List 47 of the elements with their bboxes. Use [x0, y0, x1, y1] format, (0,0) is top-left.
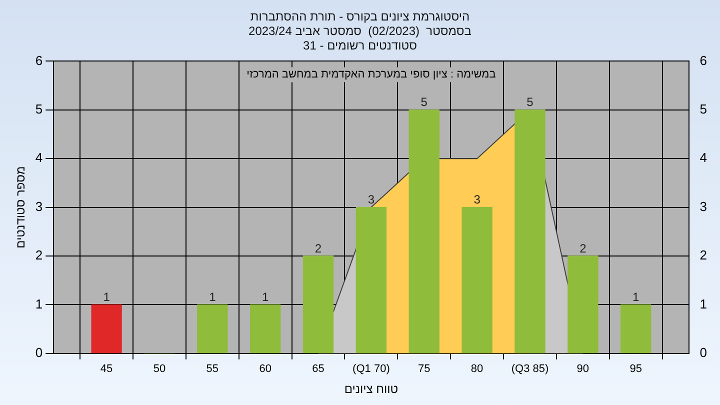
x-tick-label: 45 [100, 363, 113, 376]
data-label: 2 [314, 241, 322, 256]
data-label: 3 [368, 192, 375, 207]
y-tick-label: 1 [35, 296, 43, 312]
x-tick-label: 50 [153, 363, 166, 376]
x-tick-label: 80 [470, 363, 484, 376]
chart-title: היסטוגרמת ציונים בקורס - תורת ההסתברות [250, 10, 470, 24]
data-label: 1 [209, 290, 216, 304]
x-tick-label: 90 [576, 363, 590, 376]
y-tick-label: 2 [35, 248, 43, 263]
x-tick-label: 55 [206, 363, 219, 376]
chart-subtitle: בסמסטר (02/2023) סמסטר אביב 2023/24 סטודנטים רשומים - 31 [248, 24, 472, 52]
y-tick-label: 5 [35, 101, 43, 116]
x-tick-label: (Q1 70) [352, 363, 390, 376]
y2-tick-label: 1 [700, 296, 708, 312]
data-label: 1 [632, 290, 640, 304]
data-label: 1 [103, 290, 110, 304]
y2-tick-label: 4 [700, 150, 708, 166]
y2-tick-label: 3 [700, 198, 708, 214]
y-tick-label: 6 [35, 52, 43, 68]
data-label: 5 [526, 95, 534, 110]
bar [250, 304, 281, 354]
data-label: 3 [474, 192, 481, 207]
bar [568, 256, 598, 354]
y2-tick-label: 6 [700, 52, 708, 68]
data-label: 5 [420, 95, 428, 110]
bar [408, 110, 440, 354]
x-tick-label: 75 [418, 363, 430, 376]
x-tick-label: 95 [630, 363, 642, 376]
bar [462, 206, 492, 354]
x-tick-label: 60 [259, 363, 272, 376]
y2-tick-label: 5 [700, 101, 708, 116]
x-tick-label: 65 [312, 363, 324, 376]
y-tick-label: 4 [35, 150, 43, 166]
y2-tick-label: 2 [700, 248, 708, 263]
data-label: 2 [580, 241, 587, 256]
bar [620, 304, 652, 354]
y2-tick-label: 0 [700, 344, 708, 360]
y-tick-label: 0 [35, 344, 43, 360]
bar [197, 304, 228, 354]
x-axis-title: טווח ציונים [344, 382, 398, 396]
y-tick-label: 3 [35, 198, 43, 214]
y-axis-title: מספר סטודנטים [14, 166, 28, 248]
x-tick-label: (Q3 85) [511, 363, 549, 376]
bar [91, 304, 122, 354]
data-label: 1 [262, 290, 269, 304]
annotation: במשימה : ציון סופי במערכת האקדמית במחשב המרכזי [246, 68, 496, 81]
